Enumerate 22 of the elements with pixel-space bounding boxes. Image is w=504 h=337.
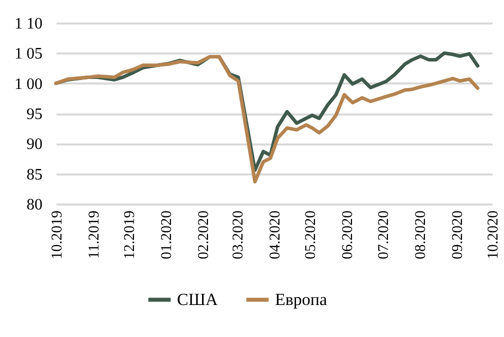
legend-label: Европа [275, 290, 328, 309]
y-tick-label: 1 10 [14, 16, 42, 32]
x-tick-label: 11.2019 [86, 210, 102, 259]
x-tick-label: 08.2020 [412, 210, 429, 260]
x-tick-label: 09.2020 [450, 210, 466, 260]
x-tick-label: 03.2020 [230, 210, 247, 260]
x-tick-label: 01.2020 [159, 210, 176, 260]
legend-label: США [177, 290, 218, 309]
y-tick-label: 1 05 [14, 46, 42, 63]
x-tick-label: 02.2020 [196, 210, 212, 260]
x-tick-label: 04.2020 [268, 210, 284, 260]
y-tick-label: 90 [26, 136, 42, 154]
y-tick-label: 1 00 [14, 76, 42, 93]
x-tick-label: 10.2019 [50, 210, 66, 260]
x-tick-label: 12.2019 [122, 210, 138, 260]
x-tick-label: 06.2020 [340, 210, 356, 260]
x-tick-label: 05.2020 [303, 210, 320, 260]
y-tick-label: 95 [26, 106, 42, 123]
y-tick-label: 80 [26, 196, 42, 214]
y-tick-label: 85 [26, 166, 42, 184]
x-tick-label: 10.2020 [486, 210, 502, 260]
x-tick-label: 07.2020 [376, 210, 392, 260]
